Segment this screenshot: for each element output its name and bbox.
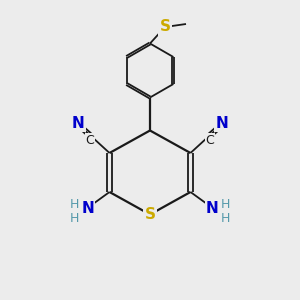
Text: H: H [70,197,79,211]
Text: S: S [160,20,170,34]
Text: C: C [206,134,214,147]
Text: S: S [145,207,155,222]
Text: H: H [221,197,230,211]
Text: N: N [72,116,84,130]
Text: N: N [216,116,228,130]
Text: C: C [85,134,94,147]
Text: H: H [70,212,79,226]
Text: N: N [82,201,94,216]
Text: N: N [206,201,218,216]
Text: H: H [221,212,230,226]
